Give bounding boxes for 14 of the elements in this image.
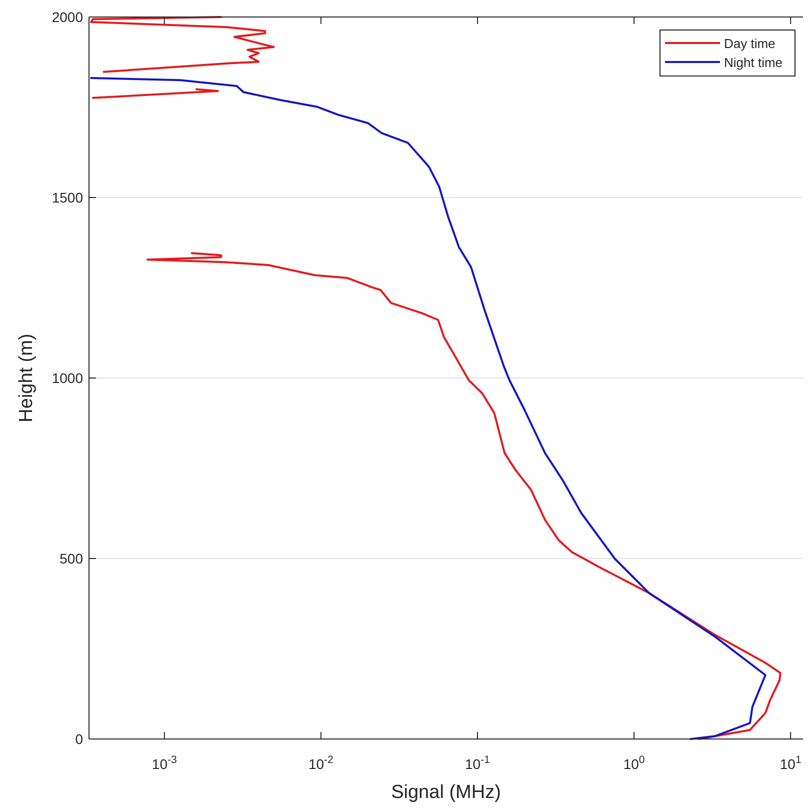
x-axis-title: Signal (MHz)	[391, 782, 501, 803]
x-tick-label: 10$^{-1}$	[465, 754, 490, 772]
legend-label: Night time	[724, 55, 783, 70]
x-tick-label: 10$^{1}$	[780, 754, 802, 772]
y-tick-label: 1000	[52, 370, 84, 386]
x-tick-label: 10$^{-2}$	[308, 754, 334, 772]
x-tick-label: 10$^{0}$	[623, 754, 645, 772]
y-tick-label: 2000	[52, 9, 84, 25]
y-tick-label: 0	[75, 731, 84, 747]
y-tick-label: 500	[60, 550, 84, 566]
y-axis-title: Height (m)	[16, 334, 37, 422]
legend-label: Day time	[724, 36, 776, 51]
y-tick-label: 1500	[52, 190, 84, 206]
x-tick-label: 10$^{-3}$	[152, 754, 177, 772]
